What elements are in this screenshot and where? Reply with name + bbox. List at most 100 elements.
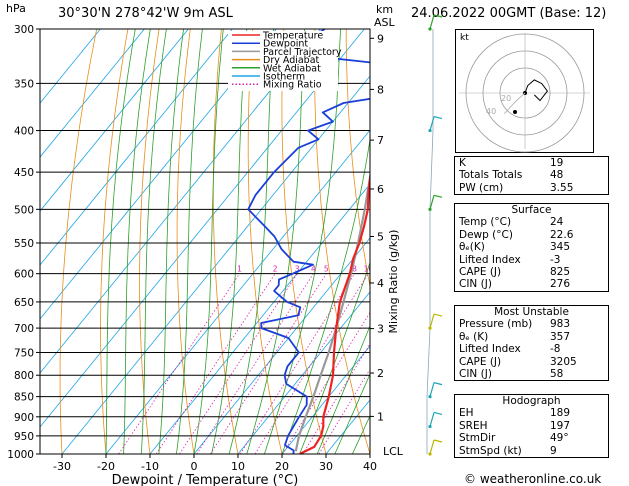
dry-adiabat-line [139,29,160,454]
stat-value: 197 [550,419,571,432]
stat-row: CAPE (J) 3205 [455,356,608,368]
asl-label: ASL [374,16,395,29]
stat-label: K [459,157,466,169]
surface-title: Surface [511,204,552,216]
wind-barb-flag [433,382,443,386]
stat-value: 189 [550,407,571,420]
stat-label: CIN (J) [459,368,492,381]
stat-row: Temp (°C) 24 [455,216,608,228]
stat-label: Dewp (°C) [459,228,513,241]
wind-barb-flag [433,313,443,317]
km-tick-label: 1 [377,410,384,423]
hpa-label: hPa [6,2,26,15]
hodograph-table-title: Hodograph [502,395,561,407]
mixing-ratio-line [239,273,355,454]
stat-row: θₑ (K) 357 [455,331,608,343]
dry-adiabat-line [281,29,327,454]
pressure-tick-label: 450 [14,167,34,179]
wet-adiabat-line [211,29,248,454]
stat-row: Totals Totals 48 [455,169,608,181]
wet-adiabat-line [316,324,370,454]
wind-barb-flag [433,439,443,443]
stat-row: SREH 197 [455,420,608,432]
copyright: © weatheronline.co.uk [464,472,602,486]
pressure-tick-label: 550 [14,238,34,250]
wet-adiabat-line [123,29,151,454]
legend-box [228,31,338,91]
km-tick-label: 8 [377,83,384,96]
stat-value: 48 [550,169,564,182]
stat-value: 983 [550,318,571,331]
wind-barb [429,195,435,210]
pressure-tick-label: 650 [14,297,34,309]
mixing-ratio-label: 25 [424,265,434,274]
km-tick-label: 4 [377,277,384,290]
temperature-tick-label: -30 [53,460,71,473]
wet-adiabat-line [334,373,370,454]
mixing-ratio-line [196,273,314,454]
stat-label: Lifted Index [459,253,521,266]
isotherm-line [237,291,370,454]
isotherm-line [40,29,101,104]
pressure-tick-label: 700 [14,323,34,335]
stat-row: StmSpd (kt) 9 [455,445,608,457]
stat-label: CIN (J) [459,278,492,291]
km-label: km [376,3,394,16]
wind-barb [429,382,435,397]
stat-label: PW (cm) [459,181,504,194]
wind-barb [429,412,435,427]
stat-label: EH [459,407,474,420]
temperature-tick-label: -20 [97,460,115,473]
wind-barb-flag [433,411,443,416]
mixing-ratio-label: 1 [237,265,242,274]
stat-row: K 19 [455,157,608,169]
km-tick-label: 2 [377,367,384,380]
mixing-ratio-line [155,273,276,454]
wind-barb [429,14,435,30]
stat-label: StmDir [459,432,496,445]
wet-adiabat-line [158,29,184,454]
parcel-trajectory-line [294,170,370,452]
mixing-ratio-label: 3 [295,265,300,274]
stat-label: θₑ(K) [459,241,485,254]
mixing-ratio-label: 2 [273,265,278,274]
legend-item: Temperature [262,31,323,42]
temperature-line [299,170,370,454]
wind-barb [429,439,435,455]
wind-barb-flag [433,115,443,120]
isotherm-line [193,237,370,454]
stat-label: Temp (°C) [459,216,512,229]
mixing-ratio-axis-label: Mixing Ratio (g/kg) [387,230,400,334]
pressure-tick-label: 900 [14,412,34,424]
stat-value: 3205 [550,355,577,368]
temperature-tick-label: 20 [275,460,289,473]
temperature-tick-label: 10 [231,460,245,473]
pressure-tick-label: 800 [14,370,34,382]
stat-label: Pressure (mb) [459,318,533,331]
km-tick-label: 9 [377,32,384,45]
wind-barb [429,116,435,131]
mixing-ratio-label: 20 [409,265,419,274]
stat-row: Dewp (°C) 22.6 [455,229,608,241]
dry-adiabat-line [345,29,370,289]
temperature-tick-label: 0 [191,460,198,473]
stat-value: -3 [550,253,561,266]
dry-adiabat-line [59,29,98,454]
legend-item: Mixing Ratio [263,80,322,91]
hodograph-ring-label: 20 [501,94,511,103]
pressure-tick-label: 350 [14,78,34,90]
hodograph-table: Hodograph EH 189 SREH 197 StmDir 49° StmSpd (k… [454,394,609,459]
hodograph-trace [524,79,549,102]
stat-value: 19 [550,157,564,169]
dewpoint-line [247,29,370,454]
stat-row: CIN (J) 58 [455,368,608,380]
stat-value: 49° [550,432,569,445]
legend-item: Isotherm [263,72,305,83]
hodograph: kt 20 40 [455,29,594,153]
surface-table: Surface Temp (°C) 24 Dewp (°C) 22.6 θₑ(K) 345… [454,203,609,292]
stat-value: 276 [550,278,571,291]
isotherm-line [281,345,370,454]
km-tick-label: 3 [377,323,384,336]
stat-label: SREH [459,419,488,432]
wind-barb [429,313,435,329]
